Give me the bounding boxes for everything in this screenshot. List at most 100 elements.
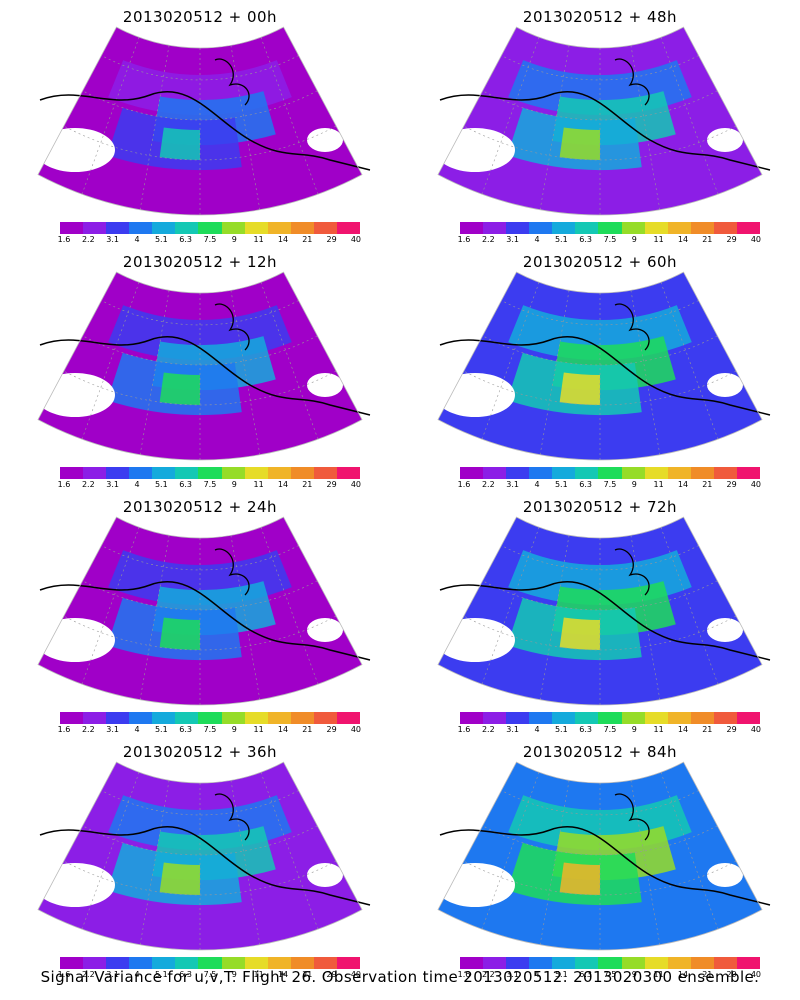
colorbar-tick-label: 21 (702, 235, 713, 244)
latitude-line (63, 615, 337, 651)
colorbar-tick-label: 40 (750, 970, 762, 979)
latitude-line (101, 55, 299, 81)
colorbar-tick-label: 11 (653, 725, 664, 734)
latitude-line (463, 615, 737, 651)
colorbar-tick-label: 40 (750, 480, 762, 489)
variance-map (435, 761, 771, 951)
panel-title: 2013020512 + 00h (122, 8, 278, 26)
colorbar-tick-label: 4 (534, 970, 540, 979)
colorbar-segment (175, 957, 199, 969)
colorbar-labels: 1.6 2.2 3.1 4 5.1 6.3 7.5 9 11 14 21 29 40 (52, 725, 368, 735)
latitude-line (101, 790, 299, 816)
colorbar-tick-label: 4 (534, 235, 540, 244)
variance-map (435, 516, 771, 706)
colorbar-segment (483, 467, 507, 479)
colorbar-tick-label: 7.5 (603, 970, 617, 979)
coastline (39, 335, 371, 416)
colorbar-segment (621, 712, 645, 724)
forecast-panel: 2013020512 + 60h 1.6 2.2 3.1 4 5.1 6.3 7.5 9 11 1… (400, 245, 800, 490)
colorbar-segment (313, 467, 337, 479)
latitude-line (63, 125, 337, 161)
colorbar-tick-label: 3.1 (106, 970, 120, 979)
latitude-line (501, 300, 699, 326)
colorbar-tick-label: 14 (277, 480, 289, 489)
variance-region (159, 372, 200, 405)
colorbar-segment (221, 467, 245, 479)
colorbar-tick-label: 7.5 (603, 235, 617, 244)
low-variance-patch (707, 373, 743, 397)
colorbar-segment (529, 222, 553, 234)
panel-title: 2013020512 + 12h (122, 253, 278, 271)
colorbar-segment (129, 957, 153, 969)
colorbar-tick-label: 14 (277, 725, 289, 734)
colorbar-tick-label: 4 (134, 480, 140, 489)
colorbar-segment (83, 467, 107, 479)
colorbar-segment (736, 957, 761, 969)
colorbar-tick-label: 7.5 (203, 235, 217, 244)
colorbar-tick-label: 14 (677, 235, 689, 244)
colorbar-segment (221, 957, 245, 969)
panel-title: 2013020512 + 36h (122, 743, 278, 761)
colorbar-segment (129, 467, 153, 479)
low-variance-patch (307, 373, 343, 397)
colorbar-segment (529, 712, 553, 724)
colorbar-tick-label: 6.3 (579, 970, 592, 979)
colorbar-segment (313, 712, 337, 724)
colorbar-tick-label: 40 (750, 235, 762, 244)
colorbar-segment (713, 712, 737, 724)
colorbar (460, 222, 761, 234)
colorbar-tick-label: 5.1 (154, 970, 168, 979)
colorbar-tick-label: 1.6 (57, 970, 71, 979)
low-variance-patch (435, 373, 515, 417)
colorbar-tick-label: 5.1 (554, 725, 568, 734)
colorbar-segment (83, 957, 107, 969)
colorbar-segment (529, 467, 553, 479)
colorbar-segment (506, 712, 530, 724)
colorbar-tick-label: 29 (326, 480, 337, 489)
coastline (39, 580, 371, 661)
colorbar-tick-label: 21 (702, 970, 713, 979)
colorbar-segment (575, 712, 599, 724)
figure-caption: Signal Variance for u,v,T. Flight 26. Ob… (40, 968, 760, 986)
colorbar-tick-label: 5.1 (554, 480, 568, 489)
variance-region (559, 372, 600, 405)
panel-title: 2013020512 + 60h (522, 253, 678, 271)
colorbar (60, 222, 361, 234)
colorbar-segment (460, 467, 484, 479)
colorbar-segment (106, 467, 130, 479)
colorbar-tick-label: 6.3 (179, 235, 192, 244)
variance-region (559, 127, 600, 160)
colorbar-tick-label: 6.3 (179, 725, 192, 734)
variance-region (559, 617, 600, 650)
colorbar-tick-label: 40 (750, 725, 762, 734)
colorbar-segment (290, 467, 314, 479)
colorbar-tick-label: 40 (350, 970, 362, 979)
colorbar-segment (106, 957, 130, 969)
colorbar-segment (529, 957, 553, 969)
colorbar-tick-label: 1.6 (457, 480, 471, 489)
colorbar-tick-label: 14 (677, 725, 689, 734)
colorbar-segment (460, 712, 484, 724)
colorbar-tick-label: 6.3 (179, 970, 192, 979)
colorbar (460, 712, 761, 724)
colorbar-segment (60, 222, 84, 234)
colorbar-tick-label: 4 (134, 725, 140, 734)
low-variance-patch (35, 373, 115, 417)
coastline (439, 90, 771, 171)
colorbar-segment (60, 467, 84, 479)
colorbar-segment (506, 467, 530, 479)
variance-map (435, 26, 771, 216)
colorbar-tick-label: 2.2 (81, 725, 95, 734)
colorbar-segment (83, 222, 107, 234)
colorbar-tick-label: 3.1 (106, 235, 120, 244)
coastline (439, 580, 771, 661)
colorbar-tick-label: 4 (534, 725, 540, 734)
colorbar-segment (690, 222, 714, 234)
colorbar-segment (736, 712, 761, 724)
colorbar-tick-label: 2.2 (81, 235, 95, 244)
colorbar-segment (598, 467, 622, 479)
colorbar-segment (667, 222, 691, 234)
colorbar-tick-label: 21 (302, 235, 313, 244)
coastline (614, 548, 650, 596)
colorbar-segment (83, 712, 107, 724)
